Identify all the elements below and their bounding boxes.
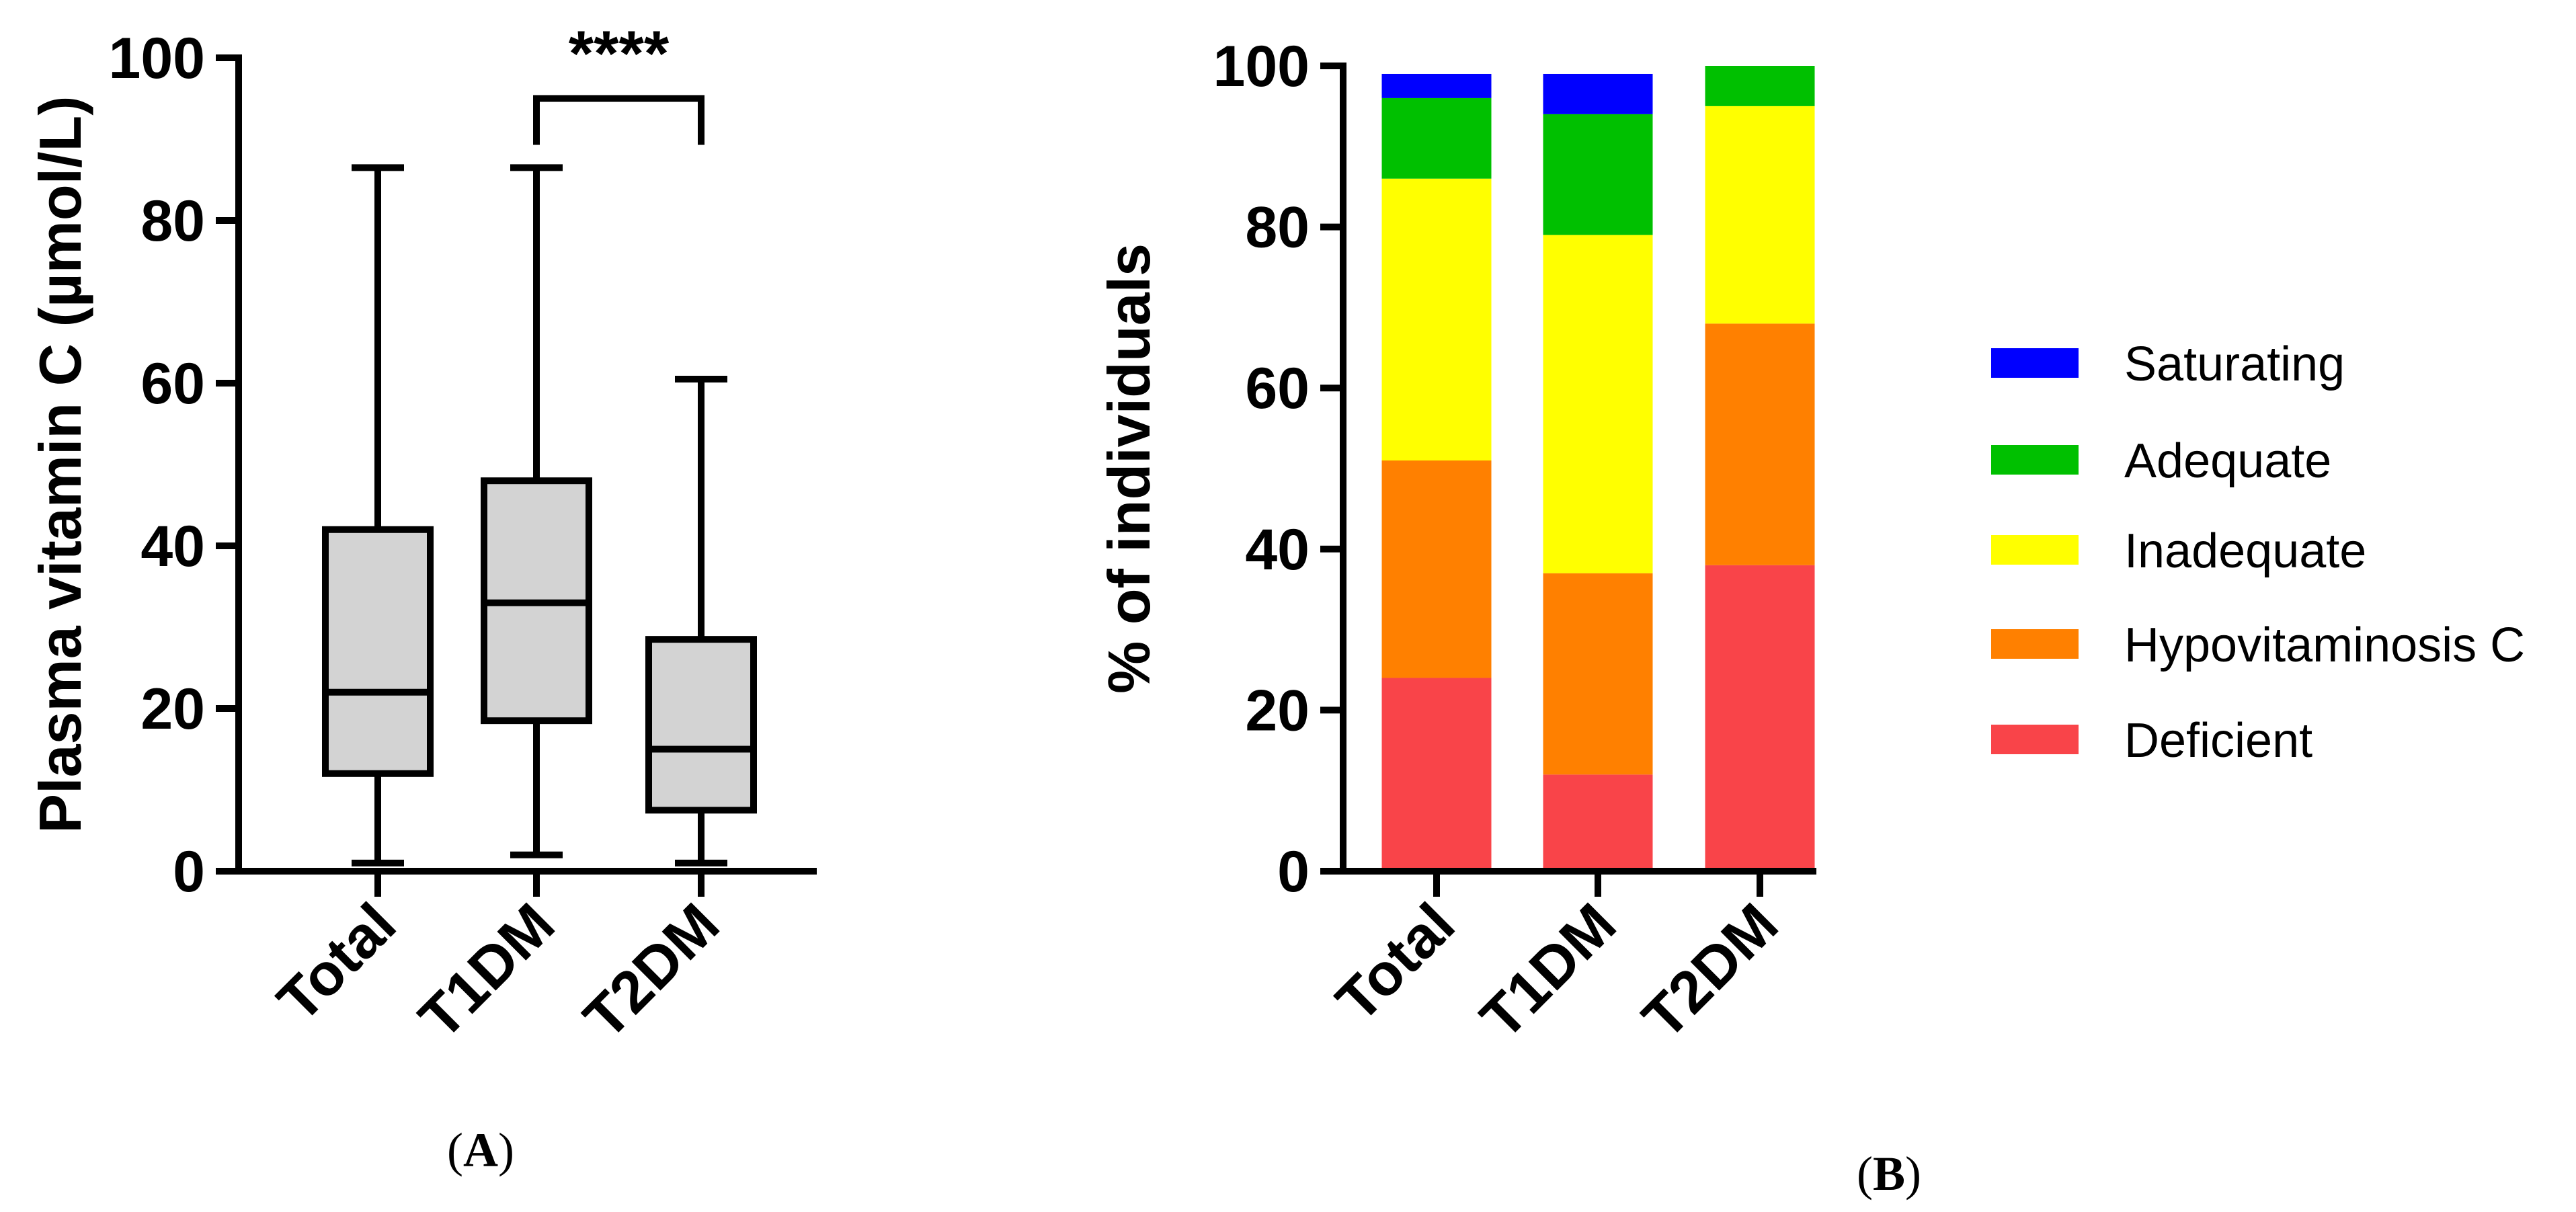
panel-label-a: (A) — [447, 1123, 514, 1177]
bar-t2dm-inadequate — [1705, 106, 1815, 324]
legend-label: Deficient — [2124, 714, 2312, 768]
x-tick-label: T2DM — [571, 890, 731, 1051]
bar-total-saturating — [1381, 73, 1492, 98]
legend-label: Adequate — [2124, 434, 2331, 488]
bar-total-deficient — [1381, 678, 1492, 871]
significance-bracket — [533, 95, 705, 145]
stacked-bar-panel: % of individuals 0 20 40 60 80 100 Total T1DM T2D… — [1096, 34, 2525, 1201]
panel-label-b: (B) — [1857, 1147, 1921, 1201]
legend-label: Hypovitaminosis C — [2124, 618, 2525, 672]
legend-swatch — [1991, 348, 2079, 378]
bar-t1dm-inadequate — [1543, 235, 1653, 573]
y-tick-label: 20 — [140, 677, 205, 741]
box-plot-panel: Plasma vitamin C (µmol/L) 0 20 40 60 80 100 Tot… — [27, 18, 817, 1177]
y-tick-label: 40 — [1245, 518, 1310, 582]
panel-letter: B — [1873, 1147, 1905, 1201]
box-t2dm — [645, 636, 757, 814]
y-tick-label: 100 — [109, 26, 206, 91]
y-tick-label: 60 — [140, 352, 205, 416]
bar-t1dm-adequate — [1543, 114, 1653, 235]
legend-swatch — [1991, 725, 2079, 754]
bar-t2dm-adequate — [1705, 66, 1815, 106]
x-tick-label: Total — [1323, 890, 1467, 1034]
y-tick-label: 80 — [1245, 196, 1310, 260]
bar-total-inadequate — [1381, 178, 1492, 461]
legend-swatch — [1991, 629, 2079, 659]
box-total — [322, 526, 434, 777]
x-tick-label: T1DM — [1467, 890, 1628, 1051]
legend-swatch — [1991, 535, 2079, 565]
y-tick-label: 0 — [173, 840, 205, 904]
bar-t1dm-saturating — [1543, 73, 1653, 114]
significance-label: **** — [569, 18, 670, 90]
x-tick-label: Total — [264, 890, 408, 1034]
y-tick-label: 20 — [1245, 678, 1310, 743]
y-tick-label: 0 — [1277, 840, 1310, 904]
y-tick-label: 40 — [140, 514, 205, 579]
bar-t2dm-hypovitaminosis-c — [1705, 323, 1815, 565]
bar-total-adequate — [1381, 97, 1492, 179]
y-tick-label: 100 — [1213, 34, 1310, 99]
legend-label: Inadequate — [2124, 524, 2366, 578]
panel-letter: A — [463, 1123, 498, 1177]
bar-t1dm-deficient — [1543, 774, 1653, 871]
legend-swatch — [1991, 445, 2079, 475]
x-tick-label: T2DM — [1629, 890, 1790, 1051]
y-axis-title: % of individuals — [1096, 243, 1162, 694]
bar-t1dm-hypovitaminosis-c — [1543, 573, 1653, 775]
y-axis-title: Plasma vitamin C (µmol/L) — [27, 95, 93, 833]
x-tick-label: T1DM — [406, 890, 567, 1051]
bar-total-hypovitaminosis-c — [1381, 460, 1492, 678]
bar-t2dm-deficient — [1705, 565, 1815, 871]
legend-label: Saturating — [2124, 337, 2345, 391]
y-tick-label: 60 — [1245, 356, 1310, 421]
y-tick-label: 80 — [140, 189, 205, 253]
